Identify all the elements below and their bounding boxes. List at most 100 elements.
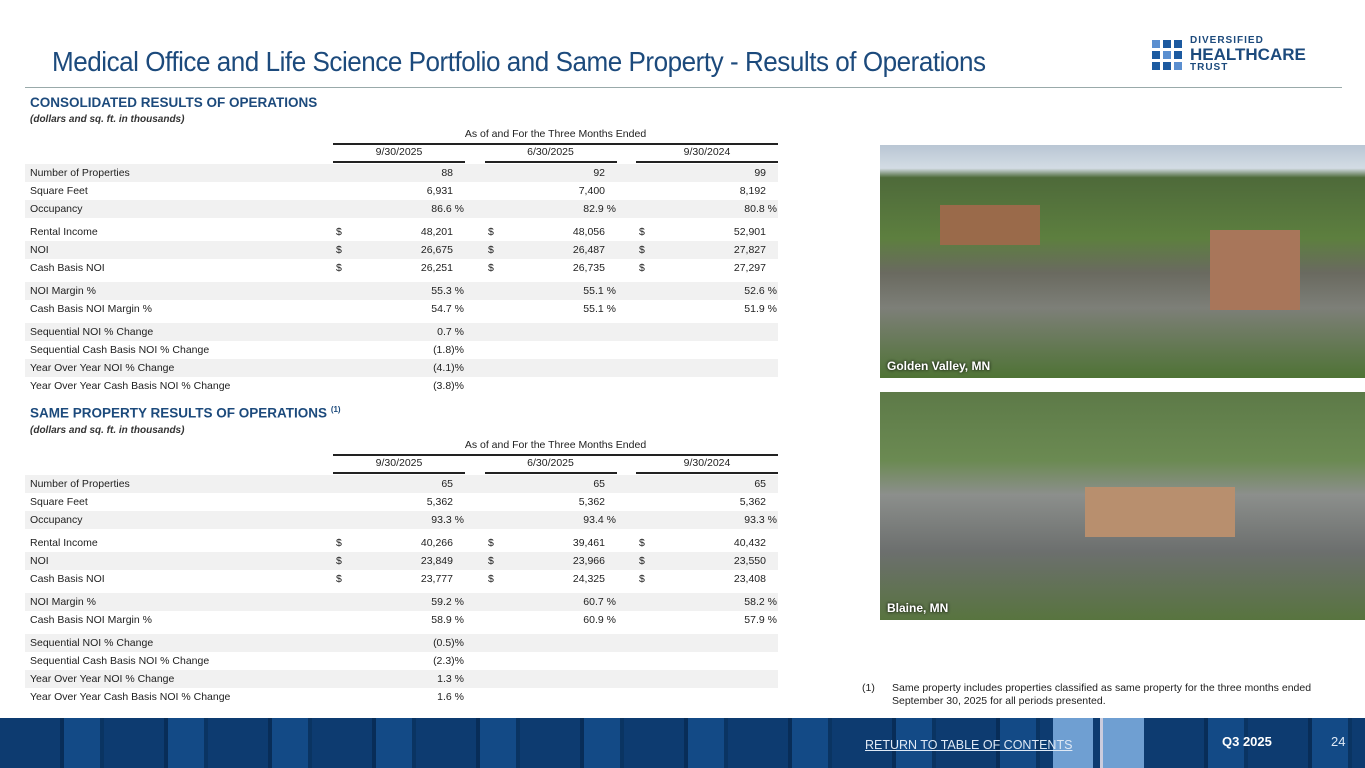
- row-label: Year Over Year Cash Basis NOI % Change: [30, 380, 231, 392]
- table-row: Sequential NOI % Change 0.7 %: [25, 323, 778, 341]
- currency-spacer: [485, 164, 499, 182]
- table-cell: $26,675: [333, 241, 465, 259]
- photo-blaine: Blaine, MN: [880, 392, 1365, 620]
- row-label: Rental Income: [30, 226, 98, 238]
- cell-value: 60.7 %: [583, 595, 616, 608]
- table-cell: $48,201: [333, 223, 465, 241]
- table-row: Occupancy 93.3 % 93.4 % 93.3 %: [25, 510, 778, 529]
- table-row: Cash Basis NOI Margin % 54.7 % 55.1 % 51.9 …: [25, 300, 778, 318]
- footnote-ref: (1): [330, 405, 341, 414]
- cell-value: 58.2 %: [744, 595, 777, 608]
- footer-decoration: [1100, 718, 1144, 768]
- cell-value: 88: [441, 167, 453, 179]
- table-cell: 1.6 %: [333, 688, 465, 706]
- table-cell: $39,461: [485, 534, 617, 552]
- table-cell: $26,251: [333, 259, 465, 277]
- cell-value: 1.3 %: [437, 672, 464, 685]
- table-cell: 51.9 %: [636, 300, 778, 318]
- currency-spacer: [636, 300, 650, 318]
- currency-symbol: $: [336, 554, 342, 567]
- table-row: Number of Properties 65 65 65: [25, 474, 778, 493]
- cell-value: 55.1 %: [583, 285, 616, 297]
- currency-spacer: [636, 611, 650, 629]
- currency-spacer: [333, 593, 347, 611]
- currency-symbol: $: [639, 226, 645, 238]
- cell-value: 65: [441, 477, 453, 490]
- table-cell: $23,408: [636, 570, 778, 588]
- cell-value: 48,201: [420, 226, 453, 238]
- table-cell: 58.2 %: [636, 593, 778, 611]
- footer-decoration: [1053, 718, 1093, 768]
- currency-symbol: $: [336, 226, 342, 238]
- cell-value: 99: [754, 167, 766, 179]
- currency-symbol: $: [336, 536, 342, 549]
- row-label: Cash Basis NOI: [30, 572, 105, 585]
- row-label: NOI Margin %: [30, 285, 96, 297]
- row-label: Occupancy: [30, 203, 83, 215]
- table-cell: (3.8)%: [333, 377, 465, 395]
- section-subheading: (dollars and sq. ft. in thousands): [30, 114, 185, 125]
- table-cell: $23,966: [485, 552, 617, 570]
- currency-spacer: [333, 670, 347, 688]
- cell-value: 93.3 %: [431, 513, 464, 526]
- row-label: Sequential NOI % Change: [30, 326, 154, 338]
- table-cell: 82.9 %: [485, 200, 617, 218]
- table-cell: 5,362: [333, 493, 465, 511]
- table-cell: 65: [333, 475, 465, 493]
- currency-spacer: [636, 182, 650, 200]
- cell-value: 5,362: [739, 495, 766, 508]
- table-cell: $48,056: [485, 223, 617, 241]
- logo-line2: HEALTHCARE: [1190, 45, 1306, 64]
- footnote-number: (1): [862, 682, 875, 694]
- period-header: As of and For the Three Months Ended: [333, 128, 778, 145]
- column-header: 6/30/2025: [484, 457, 617, 474]
- table-cell: 58.9 %: [333, 611, 465, 629]
- currency-spacer: [636, 164, 650, 182]
- currency-spacer: [333, 182, 347, 200]
- table-cell: 1.3 %: [333, 670, 465, 688]
- cell-value: 48,056: [572, 226, 605, 238]
- table-row: NOI $23,849 $23,966 $23,550: [25, 551, 778, 570]
- cell-value: 58.9 %: [431, 613, 464, 626]
- column-headers: 9/30/2025 6/30/2025 9/30/2024: [333, 457, 778, 474]
- table-cell: $27,827: [636, 241, 778, 259]
- cell-value: 52,901: [733, 226, 766, 238]
- table-row: Rental Income $40,266 $39,461 $40,432: [25, 534, 778, 552]
- table-row: Square Feet 6,931 7,400 8,192: [25, 182, 778, 200]
- table-cell: 65: [636, 475, 778, 493]
- cell-value: 23,849: [420, 554, 453, 567]
- table-cell: $26,735: [485, 259, 617, 277]
- row-label: Sequential NOI % Change: [30, 636, 154, 649]
- currency-spacer: [333, 341, 347, 359]
- row-label: Year Over Year NOI % Change: [30, 362, 175, 374]
- section-heading-text: SAME PROPERTY RESULTS OF OPERATIONS: [30, 405, 328, 421]
- table-cell: 93.4 %: [485, 511, 617, 529]
- cell-value: 82.9 %: [583, 203, 616, 215]
- cell-value: 59.2 %: [431, 595, 464, 608]
- cell-value: 60.9 %: [583, 613, 616, 626]
- currency-spacer: [485, 493, 499, 511]
- column-header: 9/30/2024: [636, 146, 778, 163]
- row-label: Square Feet: [30, 495, 88, 508]
- row-label: Number of Properties: [30, 477, 130, 490]
- currency-spacer: [333, 359, 347, 377]
- table-row: Rental Income $48,201 $48,056 $52,901: [25, 223, 778, 241]
- logo-line1: DIVERSIFIED: [1190, 35, 1264, 46]
- cell-value: 86.6 %: [431, 203, 464, 215]
- table-cell: $52,901: [636, 223, 778, 241]
- table-cell: 7,400: [485, 182, 617, 200]
- title-divider: [25, 87, 1342, 88]
- page-title: Medical Office and Life Science Portfoli…: [52, 46, 986, 77]
- table-cell: 65: [485, 475, 617, 493]
- currency-spacer: [333, 377, 347, 395]
- table-cell: $23,550: [636, 552, 778, 570]
- footer-bar: [0, 718, 1365, 768]
- table-cell: $26,487: [485, 241, 617, 259]
- cell-value: 0.7 %: [437, 326, 464, 338]
- page-number: 24: [1331, 734, 1346, 749]
- row-label: Sequential Cash Basis NOI % Change: [30, 654, 210, 667]
- footnote-text: Same property includes properties classi…: [892, 682, 1312, 707]
- cell-value: 57.9 %: [744, 613, 777, 626]
- currency-spacer: [636, 511, 650, 529]
- return-to-toc-link[interactable]: RETURN TO TABLE OF CONTENTS: [865, 738, 1073, 752]
